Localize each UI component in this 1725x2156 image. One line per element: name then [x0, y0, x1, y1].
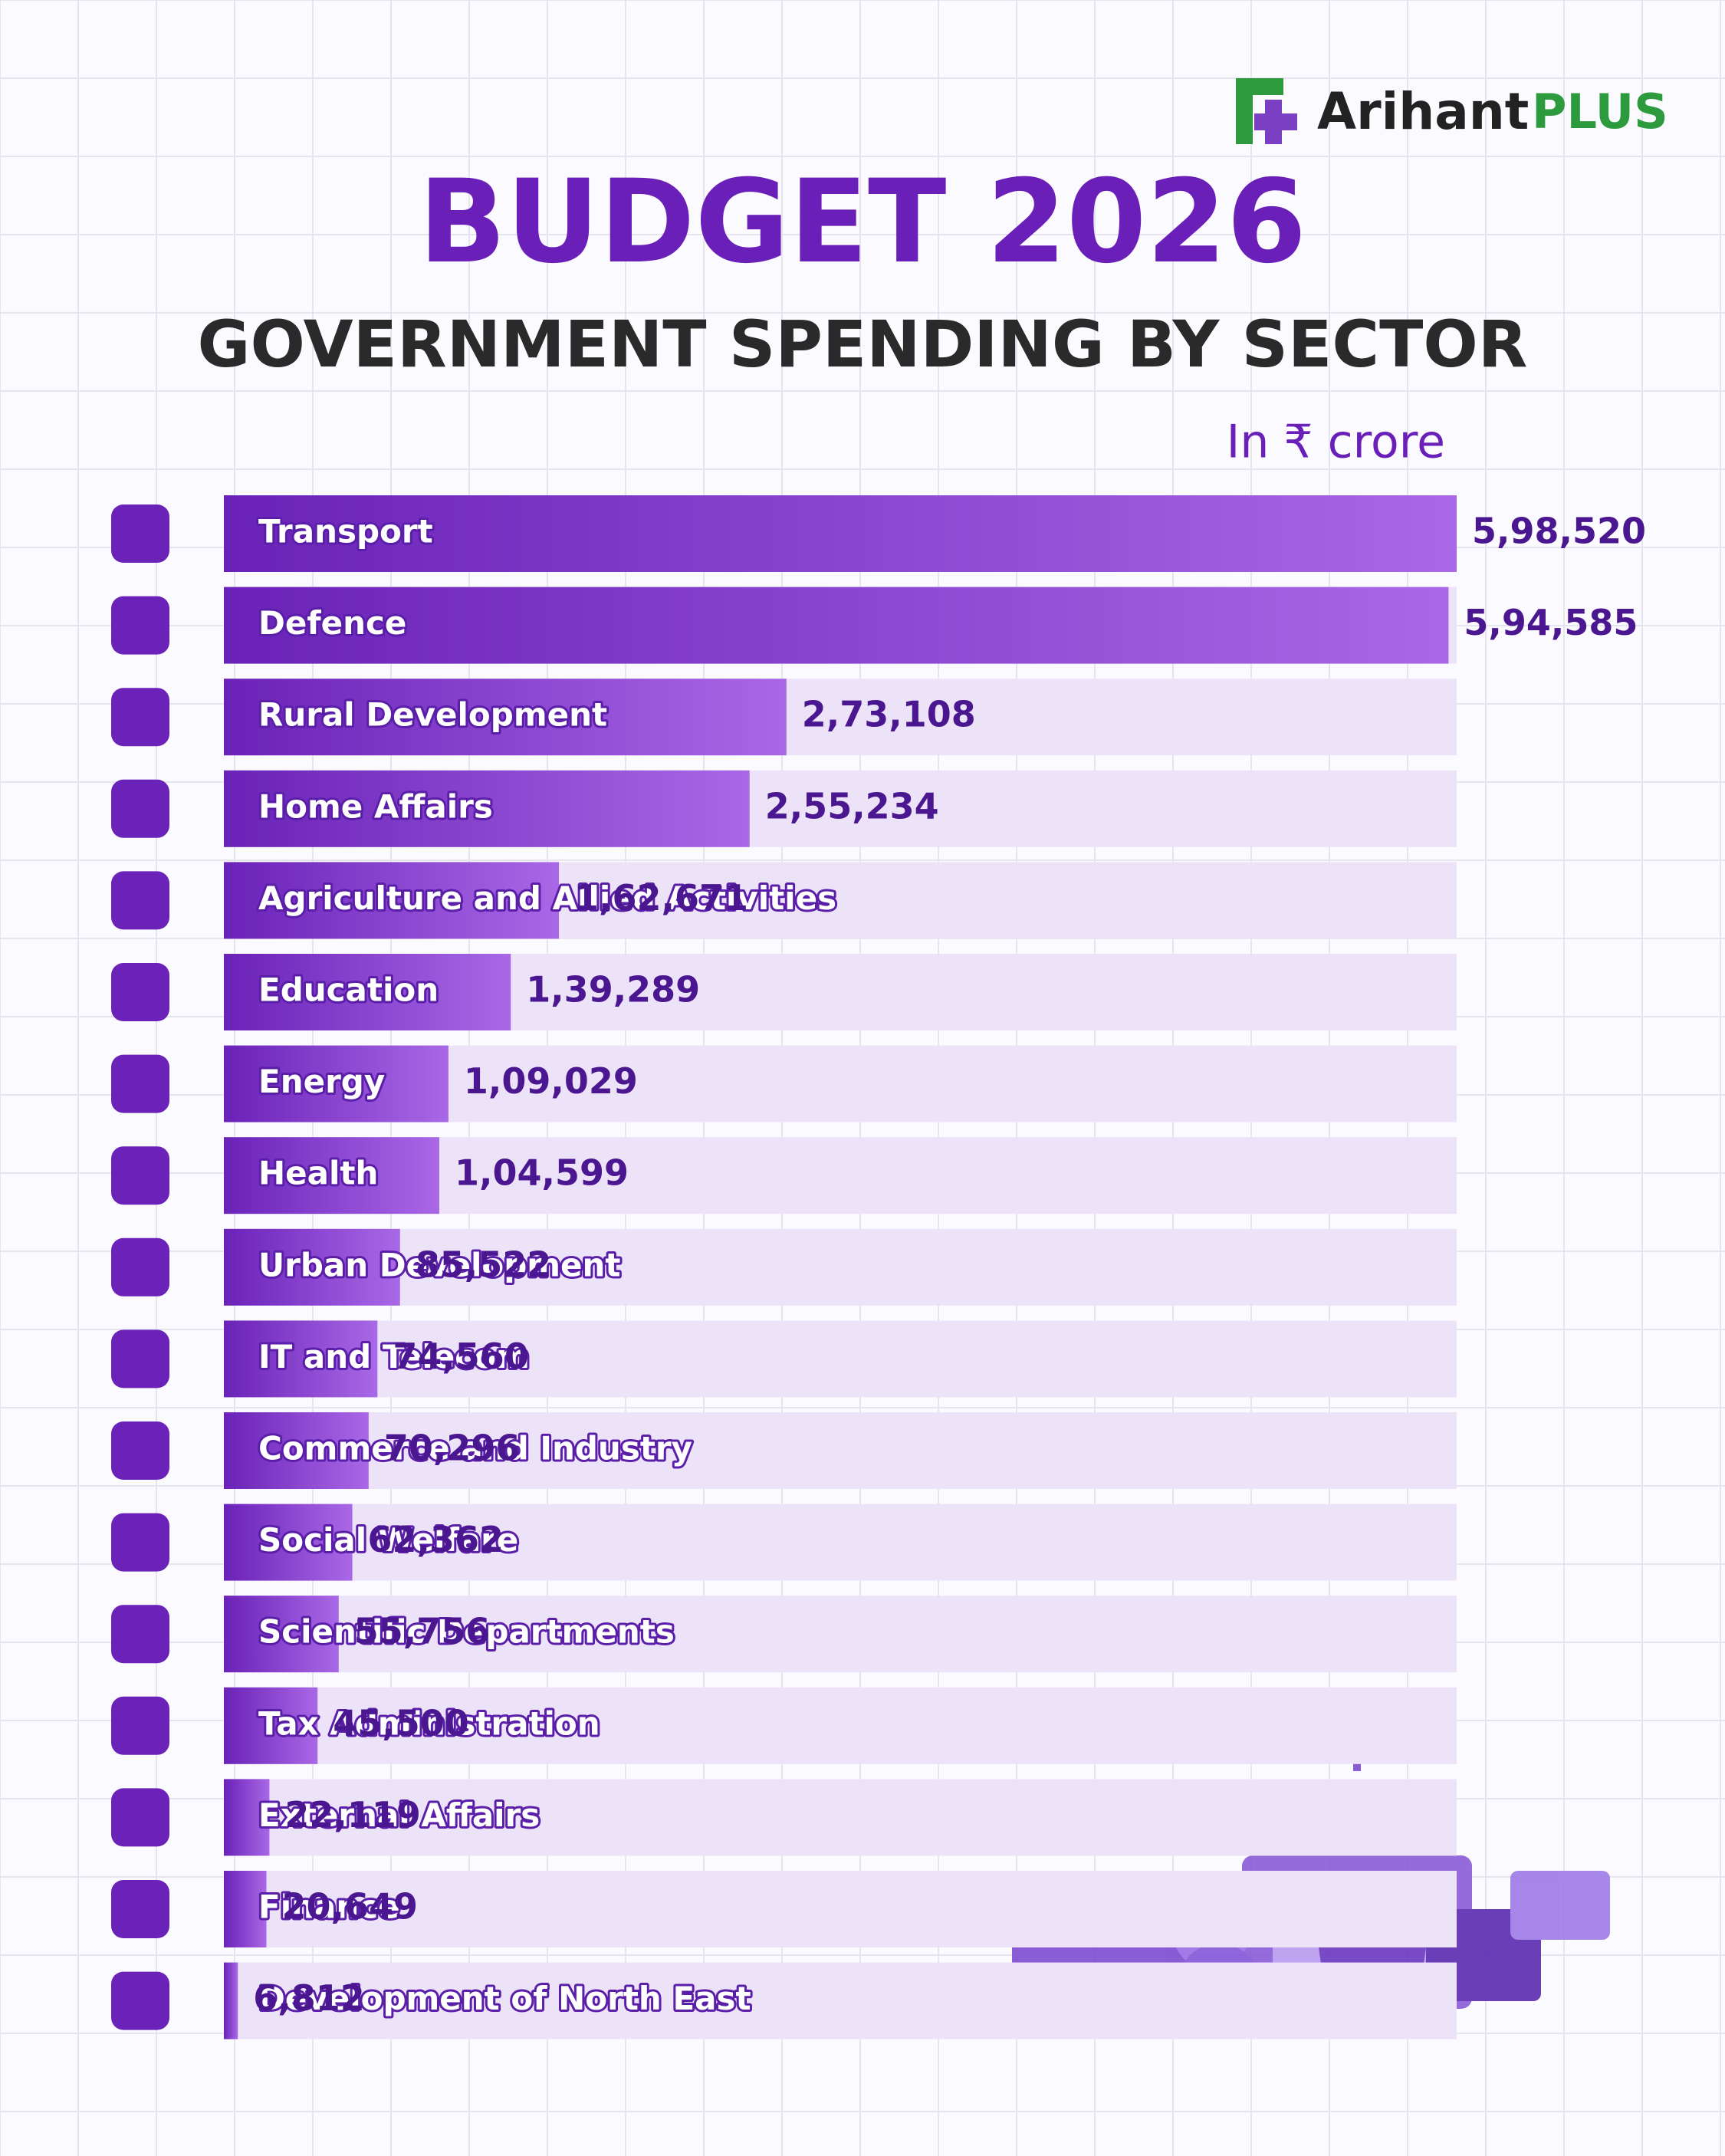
icon [111, 1880, 169, 1938]
category-label: Tax Administration [258, 1704, 600, 1742]
bar [224, 954, 511, 1030]
value-label: 1,04,599 [455, 1152, 629, 1194]
bar-track [224, 1320, 1457, 1398]
category-label: Rural Development [258, 696, 607, 734]
icon [111, 1421, 169, 1480]
category-label: Urban Development [258, 1246, 621, 1283]
category-label: Development of North East [258, 1980, 751, 2017]
value-label: 1,62,671 [574, 877, 748, 919]
bar [224, 1228, 400, 1306]
icon [111, 596, 169, 655]
icon [111, 871, 169, 930]
icon [111, 1054, 169, 1113]
icon [111, 1971, 169, 2030]
icon [111, 1605, 169, 1664]
logo-mark [1253, 78, 1283, 95]
value-label: 2,55,234 [765, 785, 939, 827]
bar-track [224, 1962, 1457, 2039]
bar-track [224, 1871, 1457, 1947]
bar [224, 862, 560, 939]
icon [111, 779, 169, 838]
value-label: 1,09,029 [464, 1060, 638, 1102]
value-label: 2,73,108 [802, 694, 976, 735]
value-label: 85,522 [416, 1244, 552, 1285]
bar-track [224, 1687, 1457, 1764]
icon [111, 1696, 169, 1755]
category-label: Scientific Departments [258, 1613, 675, 1651]
value-label: 74,560 [393, 1336, 529, 1377]
category-label: External Affairs [258, 1796, 540, 1834]
bar-track [224, 1504, 1457, 1581]
icon [111, 1329, 169, 1389]
value-label: 55,756 [354, 1611, 491, 1652]
category-label: Commerce and Industry [258, 1430, 692, 1467]
logo-mark [1236, 78, 1253, 144]
logo: Arihant PLUS [1236, 78, 1668, 144]
value-label: 70,296 [384, 1428, 521, 1469]
unit-label: In ₹ crore [1227, 416, 1445, 469]
category-label: Health [258, 1155, 378, 1192]
bar [224, 587, 1449, 664]
logo-name: Arihant [1317, 82, 1529, 141]
icon [111, 1513, 169, 1572]
bar-track [224, 1596, 1457, 1673]
bar [224, 1504, 353, 1581]
chart-subtitle: GOVERNMENT SPENDING BY SECTOR [198, 307, 1528, 382]
bar [224, 1320, 378, 1398]
bar [224, 679, 787, 756]
category-label: Education [258, 971, 439, 1009]
value-label: 62,362 [368, 1519, 504, 1560]
bar [224, 1045, 449, 1122]
value-label: 20,649 [281, 1886, 418, 1928]
icon [111, 1146, 169, 1205]
category-label: Agriculture and Allied Activities [258, 879, 836, 917]
logo-mark [1254, 113, 1297, 130]
bar-track [224, 1779, 1457, 1856]
bar [224, 1779, 270, 1856]
category-label: Home Affairs [258, 787, 493, 825]
bar [224, 1687, 318, 1764]
icon [111, 963, 169, 1021]
icon [111, 1237, 169, 1297]
bar [224, 1596, 339, 1673]
value-label: 22,119 [284, 1794, 421, 1836]
category-label: Energy [258, 1063, 385, 1100]
category-label: Transport [258, 513, 433, 551]
value-label: 6,812 [253, 1977, 365, 2019]
value-label: 1,39,289 [526, 969, 700, 1011]
category-label: IT and Telecom [258, 1338, 530, 1375]
logo-suffix: PLUS [1532, 84, 1668, 140]
value-label: 5,94,585 [1464, 602, 1638, 643]
value-label: 45,500 [333, 1702, 469, 1744]
icon [111, 504, 169, 563]
chart-title: BUDGET 2026 [419, 156, 1306, 289]
bars: Transport 5,98,520 Defence 5,94,585 Rural De… [111, 495, 1646, 2039]
bar [224, 1137, 440, 1214]
category-label: Defence [258, 604, 406, 642]
bar-track [224, 1228, 1457, 1306]
category-label: Finance [258, 1888, 400, 1926]
bar-track [224, 1412, 1457, 1489]
category-label: Social Welfare [258, 1521, 518, 1559]
bar [224, 1962, 238, 2039]
bar [224, 1412, 369, 1489]
icon [111, 688, 169, 747]
icon [111, 1788, 169, 1847]
bar [224, 1871, 267, 1947]
bar [224, 495, 1457, 572]
value-label: 5,98,520 [1472, 511, 1646, 552]
bar [224, 770, 750, 847]
